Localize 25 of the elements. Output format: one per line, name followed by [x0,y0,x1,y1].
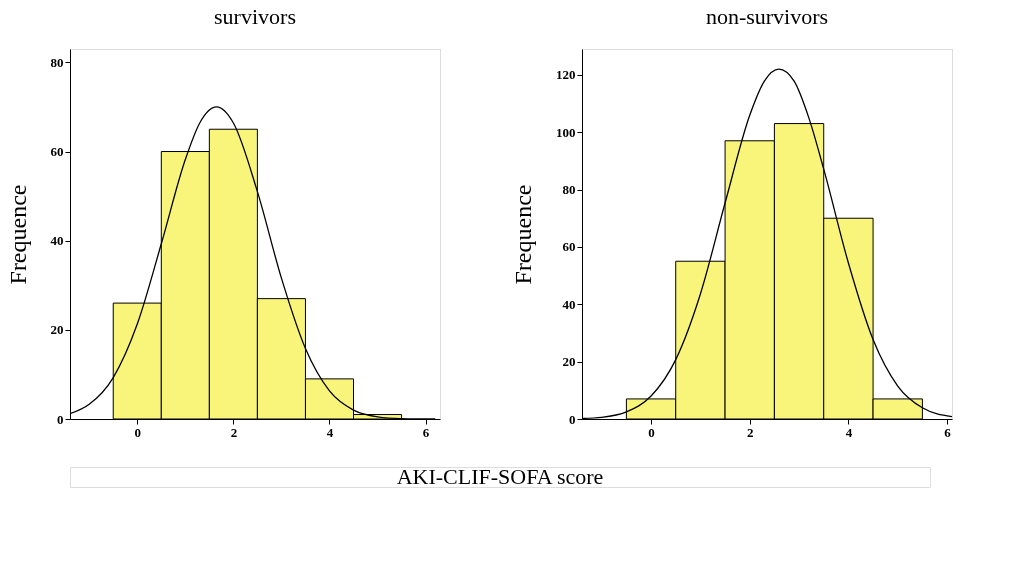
x-tick-label: 0 [134,424,142,440]
y-tick-label: 20 [562,354,576,370]
x-tick-label: 4 [845,424,853,440]
x-tick-label: 0 [648,424,655,440]
y-tick-label: 80 [562,182,576,198]
x-tick-label: 2 [230,424,238,440]
x-tick-label: 6 [944,424,952,440]
chart-title: non-survivors [705,4,829,29]
y-tick-label: 60 [50,144,64,160]
y-tick-label: 60 [562,239,576,255]
y-tick-label: 20 [50,322,64,338]
y-tick-label: 0 [569,411,576,427]
x-tick-label: 2 [746,424,754,440]
y-tick-label: 100 [556,124,576,140]
y-axis-title: Frequence [510,184,536,285]
y-tick-label: 40 [562,296,576,312]
chart-title: survivors [214,4,296,29]
y-tick-label: 0 [57,411,64,427]
y-axis-title: Frequence [4,184,31,285]
x-tick-label: 4 [326,424,334,440]
x-axis-title: AKI-CLIF-SOFA score [396,464,604,489]
y-tick-label: 40 [50,233,64,249]
y-tick-label: 80 [50,54,64,70]
x-tick-label: 6 [422,424,430,440]
y-tick-label: 120 [556,67,576,83]
